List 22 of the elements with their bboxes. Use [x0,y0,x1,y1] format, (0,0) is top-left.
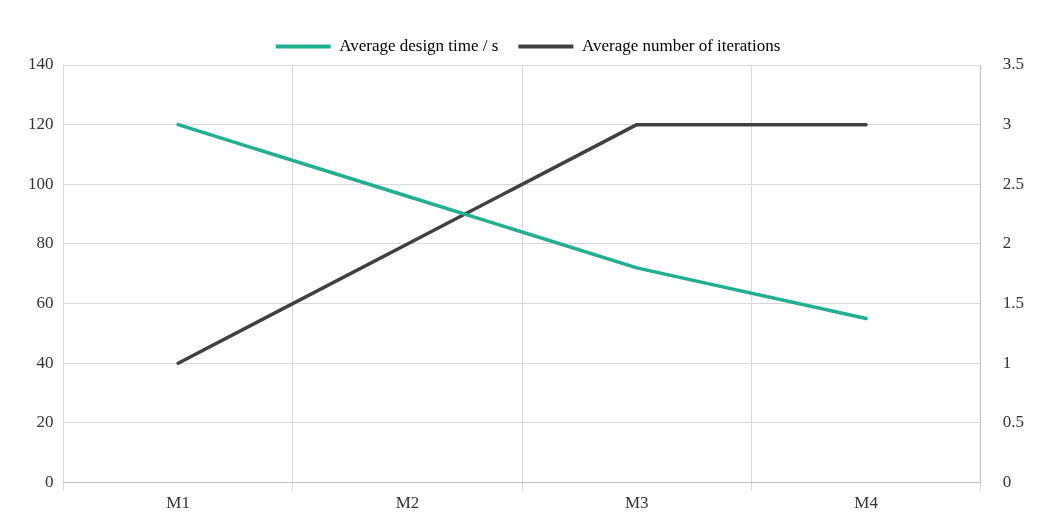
y-tick-label: 40 [36,352,54,372]
y2-tick-label: 0.5 [1002,412,1024,432]
y-tick-label: 20 [36,412,54,432]
y2-tick-label: 2.5 [1002,173,1024,193]
x-tick-label: M3 [624,493,649,513]
legend-label: Average design time / s [339,35,499,55]
y-tick-label: 80 [36,233,54,253]
y2-tick-label: 2 [1002,233,1012,253]
y-tick-label: 100 [28,173,54,193]
y2-tick-label: 3 [1002,114,1012,134]
y2-tick-label: 1.5 [1002,293,1024,313]
y-tick-label: 120 [28,114,54,134]
y-tick-label: 140 [28,54,54,74]
y-tick-label: 60 [36,293,54,313]
y2-tick-label: 1 [1002,352,1012,372]
x-tick-label: M1 [166,493,190,513]
x-tick-label: M2 [395,493,420,513]
x-tick-label: M4 [854,493,879,513]
y2-tick-label: 3.5 [1002,54,1024,74]
y2-tick-label: 0 [1002,472,1012,492]
legend-label: Average number of iterations [581,35,781,55]
y-tick-label: 0 [45,472,54,492]
